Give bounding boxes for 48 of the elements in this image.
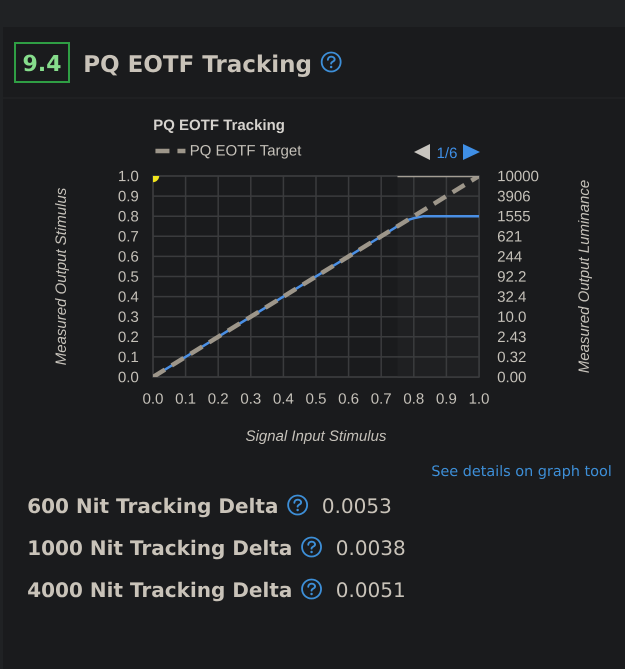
x-tick-label: 1.0 [469,393,489,404]
text: 0.32 [498,352,526,362]
text: 9.4 [23,54,60,72]
y-tick-label: 0.4 [118,291,138,302]
text: 1/6 [437,147,457,158]
y-tick-label: 0.0 [118,372,138,382]
y-tick-label: 0.7 [118,230,138,242]
text: 0.00 [498,372,526,382]
text: Measured Output Luminance [578,180,592,373]
y-tick-label: 0.9 [118,190,138,202]
x-tick-label: 0.9 [436,393,456,404]
y-tick-label: 0.3 [118,311,138,322]
x-tick-label: 0.1 [176,393,196,404]
text: 3906 [498,190,530,202]
y-tick-label: 0.6 [118,251,138,262]
x-tick-label: 0.3 [240,393,260,404]
text: 10000 [498,170,538,182]
x-tick-label: 0.0 [142,393,163,404]
y-tick-label: 0.1 [118,352,138,362]
x-tick-label: 0.8 [404,393,424,404]
text: 92.2 [498,271,526,282]
text: 2.43 [498,331,526,342]
text: 0.0053 [322,498,390,514]
y-tick-label: 0.2 [118,331,138,342]
x-axis-title: Signal Input Stimulus [246,430,386,444]
chart-title: PQ EOTF Tracking [154,119,284,134]
x-tick-label: 0.5 [306,393,326,404]
y-tick-label: 0.8 [118,210,138,222]
legend-label: PQ EOTF Target [190,145,302,159]
text: 621 [498,230,522,242]
y-axis-title: Measured Output Stimulus [54,188,69,365]
text: 1000 Nit Tracking Delta [29,540,291,560]
text: 0.0038 [336,540,404,556]
text: 600 Nit Tracking Delta [28,498,277,518]
text: 244 [498,251,522,262]
x-tick-label: 0.2 [208,393,228,404]
x-tick-label: 0.4 [273,393,294,404]
y-tick-label: 0.5 [118,271,138,282]
text: 4000 Nit Tracking Delta [28,582,291,602]
text: 10.0 [498,311,526,322]
text: 1555 [498,210,530,222]
text: 32.4 [498,291,526,302]
text: PQ EOTF Tracking [85,54,310,77]
x-tick-label: 0.7 [371,393,391,404]
text: 0.0051 [336,582,404,598]
y-tick-label: 1.0 [118,170,138,182]
x-tick-label: 0.6 [338,393,358,404]
text: See details on graph tool [432,465,610,479]
